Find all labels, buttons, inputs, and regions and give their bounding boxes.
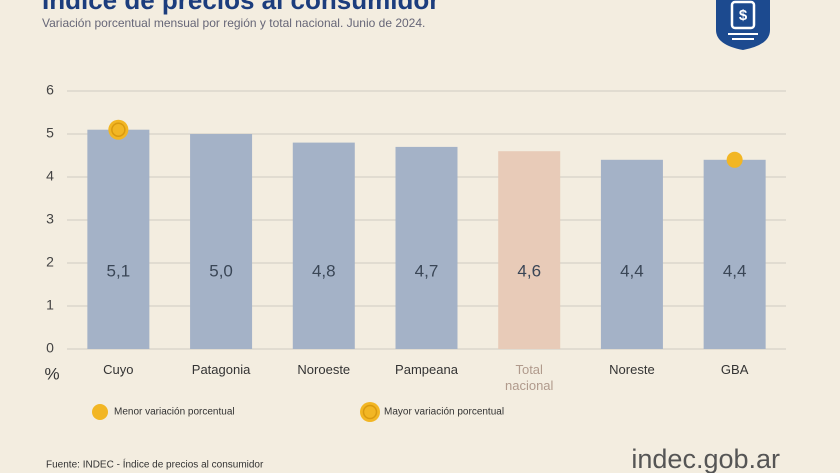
- y-tick-label: 2: [46, 254, 54, 270]
- legend-label: Mayor variación porcentual: [384, 407, 504, 418]
- value-label: 4,7: [415, 261, 439, 280]
- x-tick-label: Total nacional: [504, 362, 554, 393]
- bar: [190, 134, 253, 349]
- x-tick-label: Cuyo: [103, 362, 134, 377]
- chart-subtitle: Variación porcentual mensual por región …: [42, 16, 425, 30]
- bar: [87, 129, 150, 349]
- chart-title: Índice de precios al consumidor: [42, 0, 439, 15]
- x-tick-label: Patagonia: [191, 362, 251, 377]
- bar: [600, 159, 663, 349]
- y-axis-label: %: [44, 364, 59, 383]
- x-tick-label: Noroeste: [297, 362, 351, 377]
- value-label: 5,0: [209, 261, 233, 280]
- x-tick-label: Noreste: [609, 362, 655, 377]
- bar: [292, 142, 355, 349]
- legend-marker-inner: [362, 404, 378, 420]
- bar: [395, 146, 458, 349]
- value-label: 4,4: [620, 261, 644, 280]
- svg-text:$: $: [739, 7, 748, 24]
- y-tick-label: 4: [46, 168, 54, 184]
- x-tick-label: Pampeana: [395, 362, 458, 377]
- y-tick-label: 3: [46, 211, 54, 227]
- x-tick-label: GBA: [720, 362, 749, 377]
- highlight-marker-inner: [111, 122, 126, 137]
- y-tick-label: 0: [46, 340, 54, 356]
- value-label: 5,1: [107, 261, 131, 280]
- value-label: 4,4: [723, 261, 747, 280]
- y-tick-label: 5: [46, 125, 54, 141]
- highlight-marker: [726, 151, 743, 168]
- legend-marker: [92, 404, 108, 420]
- legend-label: Menor variación porcentual: [114, 407, 235, 418]
- value-label: 4,8: [312, 261, 336, 280]
- bar: [498, 151, 561, 349]
- source: Fuente: INDEC - Índice de precios al con…: [46, 458, 264, 471]
- bar: [703, 159, 766, 349]
- y-tick-label: 6: [46, 82, 54, 98]
- value-label: 4,6: [517, 261, 541, 280]
- logo: $: [716, 0, 770, 50]
- y-tick-label: 1: [46, 297, 54, 313]
- brand: indec.gob.ar: [631, 444, 780, 473]
